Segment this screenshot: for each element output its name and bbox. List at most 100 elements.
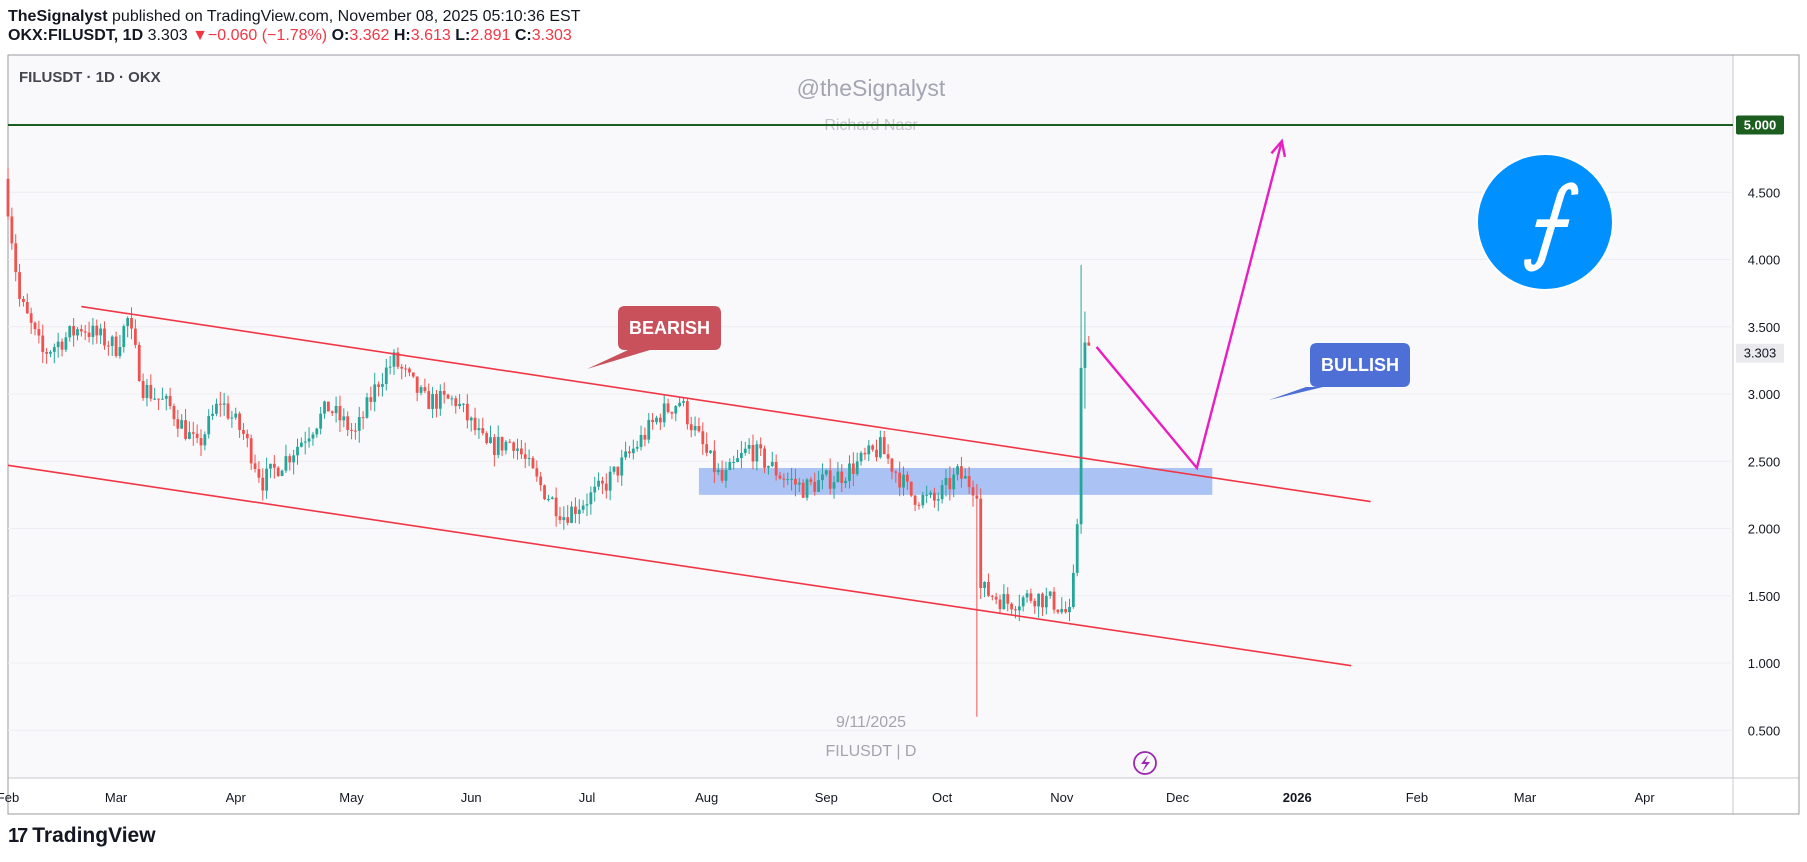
candle-body — [913, 495, 917, 505]
candle-body — [164, 395, 168, 399]
candle-body — [574, 506, 577, 515]
candle-body — [705, 444, 709, 453]
candle-body — [817, 480, 820, 492]
candle-body — [855, 461, 859, 475]
candle-body — [408, 368, 411, 373]
candle-body — [299, 442, 303, 447]
candle-body — [326, 401, 330, 412]
candle-body — [334, 406, 338, 414]
candle-body — [608, 471, 612, 491]
current-price-badge: 3.303 — [1736, 343, 1784, 363]
candle-body — [1068, 606, 1071, 613]
bearish-label: BEARISH — [629, 318, 710, 338]
candle-body — [149, 384, 153, 399]
candle-body — [678, 402, 682, 407]
x-tick-label: Feb — [0, 790, 19, 805]
x-tick-label: Jun — [461, 790, 482, 805]
candle-body — [956, 466, 959, 475]
candle-body — [18, 272, 21, 299]
candle-body — [203, 434, 207, 446]
tradingview-logo[interactable]: 17 TradingView — [8, 824, 156, 848]
candle-body — [153, 398, 157, 400]
candle-body — [628, 451, 631, 454]
candle-body — [315, 428, 319, 435]
candle-body — [805, 479, 809, 498]
candle-body — [272, 463, 276, 468]
candle-body — [95, 325, 99, 336]
candle-body — [423, 387, 427, 392]
published-text: published on TradingView.com, November 0… — [112, 8, 581, 25]
candle-body — [936, 499, 940, 501]
candle-body — [535, 468, 539, 477]
candle-body — [647, 419, 651, 440]
candle-body — [357, 417, 361, 431]
candle-body — [411, 372, 415, 377]
candle-body — [276, 467, 280, 477]
candle-body — [670, 412, 674, 414]
bullish-callout[interactable]: BULLISH — [1269, 343, 1410, 400]
candle-body — [41, 335, 45, 352]
candle-body — [161, 398, 164, 400]
candle-body — [886, 454, 890, 459]
candle-body — [25, 302, 29, 314]
candle-body — [658, 417, 662, 423]
candle-body — [1041, 593, 1044, 608]
candle-body — [724, 469, 728, 481]
resistance-price-label: 5.000 — [1744, 118, 1777, 133]
candle-body — [778, 475, 782, 479]
channel-lower-line[interactable] — [7, 464, 1352, 667]
candle-body — [269, 463, 272, 469]
channel-upper-line[interactable] — [81, 305, 1371, 503]
candle-body — [60, 341, 64, 350]
x-tick-label: Nov — [1050, 790, 1074, 805]
bearish-callout[interactable]: BEARISH — [587, 306, 721, 369]
candle-body — [1087, 342, 1091, 346]
candle-body — [1021, 597, 1025, 607]
candle-body — [767, 466, 770, 468]
candle-body — [145, 384, 149, 399]
candle-body — [674, 406, 678, 414]
candle-body — [172, 406, 176, 420]
candle-body — [188, 432, 191, 439]
candle-body — [878, 437, 882, 458]
ohlc-legend: OKX:FILUSDT, 1D 3.303 ▼−0.060 (−1.78%) O… — [8, 26, 580, 45]
candle-body — [960, 466, 963, 479]
close-value: 3.303 — [531, 27, 572, 44]
candle-body — [566, 517, 570, 523]
candle-body — [79, 329, 83, 332]
x-tick-label: Apr — [1635, 790, 1656, 805]
candle-body — [547, 498, 550, 500]
current-price-label: 3.303 — [1744, 346, 1777, 361]
candle-body — [319, 413, 323, 429]
candle-body — [311, 434, 315, 439]
candle-body — [740, 452, 743, 459]
y-tick-label: 3.000 — [1748, 387, 1781, 402]
candle-body — [52, 347, 56, 352]
candle-body — [1017, 606, 1021, 611]
candle-body — [635, 446, 639, 449]
open-label: O: — [331, 27, 350, 44]
candle-body — [716, 469, 720, 473]
publisher-name[interactable]: TheSignalyst — [8, 8, 108, 25]
lightning-icon[interactable] — [1133, 751, 1157, 775]
candle-body — [894, 471, 898, 473]
candle-body — [589, 492, 593, 505]
candle-body — [280, 470, 284, 477]
candle-body — [296, 446, 299, 456]
projection-path[interactable] — [1095, 140, 1283, 471]
candle-body — [1010, 603, 1013, 610]
candle-body — [821, 474, 824, 481]
candle-body — [307, 438, 311, 442]
demand-zone[interactable] — [698, 467, 1213, 495]
candle-body — [114, 336, 118, 357]
candle-body — [288, 456, 292, 463]
candle-body — [1037, 593, 1041, 607]
candle-body — [323, 401, 326, 414]
candle-body — [697, 426, 701, 432]
candle-body — [782, 478, 786, 480]
candle-body — [604, 483, 608, 491]
candle-body — [917, 504, 921, 506]
candle-body — [83, 331, 87, 333]
candle-body — [701, 431, 705, 445]
